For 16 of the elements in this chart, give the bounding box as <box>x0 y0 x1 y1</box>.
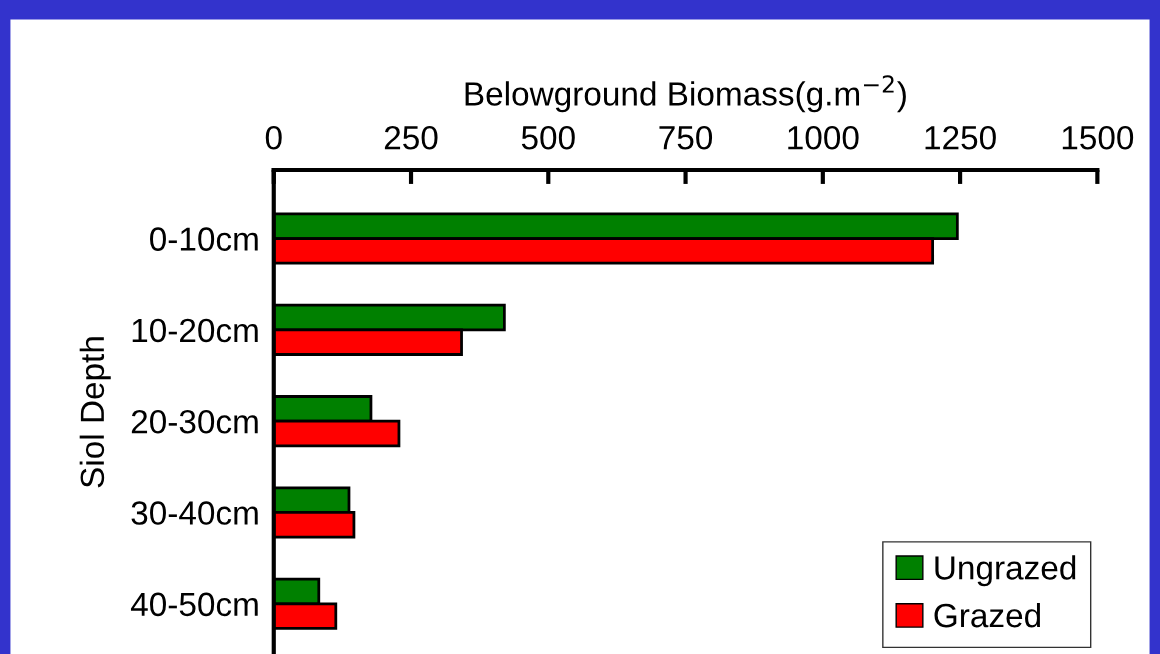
y-axis-title: Siol Depth <box>79 337 111 488</box>
y-tick-label: 10-20cm <box>132 318 258 343</box>
x-tick-label: 1000 <box>788 125 859 150</box>
y-tick-label: 20-30cm <box>131 409 258 434</box>
x-tick-label: 1250 <box>925 125 996 150</box>
x-tick-label: 250 <box>384 125 438 150</box>
y-tick-label: 40-50cm <box>130 592 258 617</box>
legend-label: Ungrazed <box>935 555 1076 587</box>
x-axis-title: Belowground Biomass(g.m$^{−2}$) <box>465 75 906 113</box>
y-tick-label: 0-10cm <box>150 227 258 251</box>
x-tick-label: 1500 <box>1062 125 1134 150</box>
x-tick-label: 0 <box>265 125 282 150</box>
y-tick-label: 30-40cm <box>131 501 258 525</box>
x-tick-label: 500 <box>521 125 575 150</box>
x-tick-label: 750 <box>659 125 713 150</box>
legend-label: Grazed <box>934 602 1040 628</box>
